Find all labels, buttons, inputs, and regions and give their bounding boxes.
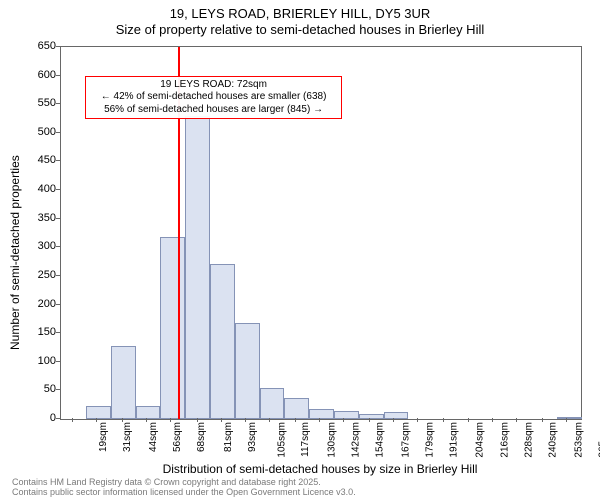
ytick-label: 100 <box>16 355 56 367</box>
xtick-label: 240sqm <box>547 422 558 458</box>
xtick-mark <box>443 418 444 422</box>
histogram-bar <box>136 406 161 419</box>
xtick-label: 56sqm <box>172 422 183 452</box>
xtick-label: 81sqm <box>223 422 234 452</box>
xtick-label: 44sqm <box>148 422 159 452</box>
ytick-label: 550 <box>16 97 56 109</box>
annotation-box: 19 LEYS ROAD: 72sqm← 42% of semi-detache… <box>85 76 342 120</box>
xtick-mark <box>417 418 418 422</box>
ytick-label: 300 <box>16 240 56 252</box>
footer-line2: Contains public sector information licen… <box>12 488 356 498</box>
xtick-label: 31sqm <box>122 422 133 452</box>
xtick-label: 142sqm <box>351 422 362 458</box>
ytick-label: 150 <box>16 326 56 338</box>
xtick-mark <box>516 418 517 422</box>
xtick-label: 167sqm <box>401 422 412 458</box>
xtick-label: 253sqm <box>573 422 584 458</box>
xtick-mark <box>295 418 296 422</box>
xtick-mark <box>245 418 246 422</box>
xtick-mark <box>170 418 171 422</box>
histogram-bar <box>557 417 582 419</box>
histogram-bar <box>185 116 210 419</box>
xtick-mark <box>393 418 394 422</box>
xtick-mark <box>72 418 73 422</box>
property-size-histogram: 19, LEYS ROAD, BRIERLEY HILL, DY5 3UR Si… <box>0 0 600 500</box>
histogram-bar <box>309 409 334 419</box>
xtick-label: 228sqm <box>523 422 534 458</box>
chart-title: 19, LEYS ROAD, BRIERLEY HILL, DY5 3UR Si… <box>0 6 600 37</box>
xtick-label: 191sqm <box>449 422 460 458</box>
histogram-bar <box>210 264 235 419</box>
annotation-line3: 56% of semi-detached houses are larger (… <box>92 104 335 117</box>
xtick-mark <box>468 418 469 422</box>
xtick-mark <box>319 418 320 422</box>
ytick-label: 250 <box>16 269 56 281</box>
ytick-label: 650 <box>16 40 56 52</box>
xtick-label: 117sqm <box>300 422 311 457</box>
xtick-label: 19sqm <box>98 422 109 452</box>
histogram-bar <box>284 398 309 419</box>
histogram-bar <box>160 237 185 419</box>
ytick-label: 600 <box>16 69 56 81</box>
xtick-mark <box>122 418 123 422</box>
xtick-label: 93sqm <box>247 422 258 452</box>
ytick-label: 350 <box>16 212 56 224</box>
ytick-label: 0 <box>16 412 56 424</box>
xtick-mark <box>542 418 543 422</box>
xtick-mark <box>269 418 270 422</box>
title-subtitle: Size of property relative to semi-detach… <box>0 22 600 37</box>
xtick-label: 179sqm <box>425 422 436 458</box>
xtick-mark <box>343 418 344 422</box>
xtick-label: 105sqm <box>276 422 287 458</box>
annotation-line2: ← 42% of semi-detached houses are smalle… <box>92 91 335 104</box>
xtick-label: 204sqm <box>475 422 486 458</box>
ytick-label: 50 <box>16 383 56 395</box>
histogram-bar <box>86 406 111 419</box>
annotation-line1: 19 LEYS ROAD: 72sqm <box>92 79 335 92</box>
histogram-bar <box>111 346 136 419</box>
xtick-label: 68sqm <box>196 422 207 452</box>
xtick-mark <box>566 418 567 422</box>
xtick-mark <box>146 418 147 422</box>
histogram-bar <box>384 412 409 419</box>
histogram-bar <box>260 388 285 419</box>
x-axis-label: Distribution of semi-detached houses by … <box>60 462 580 476</box>
footer-attribution: Contains HM Land Registry data © Crown c… <box>12 478 356 498</box>
ytick-label: 450 <box>16 154 56 166</box>
histogram-bar <box>334 411 359 419</box>
histogram-bar <box>235 323 260 419</box>
title-address: 19, LEYS ROAD, BRIERLEY HILL, DY5 3UR <box>0 6 600 21</box>
xtick-mark <box>221 418 222 422</box>
xtick-mark <box>197 418 198 422</box>
ytick-label: 500 <box>16 126 56 138</box>
xtick-mark <box>369 418 370 422</box>
xtick-mark <box>492 418 493 422</box>
ytick-label: 200 <box>16 298 56 310</box>
xtick-label: 130sqm <box>326 422 337 458</box>
xtick-label: 154sqm <box>375 422 386 458</box>
ytick-label: 400 <box>16 183 56 195</box>
xtick-label: 216sqm <box>499 422 510 458</box>
xtick-mark <box>96 418 97 422</box>
plot-area: 19 LEYS ROAD: 72sqm← 42% of semi-detache… <box>60 46 582 420</box>
histogram-bar <box>359 414 384 419</box>
